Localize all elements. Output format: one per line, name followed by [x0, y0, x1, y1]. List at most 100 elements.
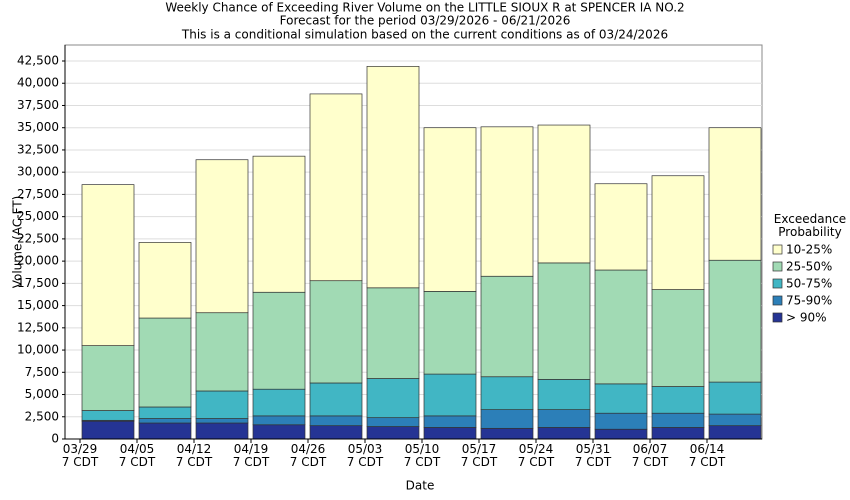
bar-segment	[252, 291, 306, 390]
bar-segment	[81, 410, 135, 421]
bar-segment	[423, 373, 477, 417]
chart-subtitle: Forecast for the period 03/29/2026 - 06/…	[280, 14, 571, 28]
legend-label: 50-75%	[786, 277, 832, 291]
bar-segment	[480, 409, 534, 429]
y-axis-label: Volume (AC-FT)	[11, 196, 25, 289]
bar-segment	[423, 415, 477, 428]
x-tick-label: 04/19 7 CDT	[232, 442, 270, 469]
bar-segment	[708, 259, 762, 383]
bar-segment	[423, 291, 477, 375]
bar-segment	[81, 184, 135, 346]
bar-segment	[81, 420, 135, 440]
bar-segment	[480, 275, 534, 378]
y-tick-label: 0	[51, 432, 59, 446]
bar-segment	[138, 406, 192, 419]
bar-segment	[537, 427, 591, 440]
bar-segment	[366, 287, 420, 379]
legend-swatch	[772, 244, 783, 255]
bar-segment	[81, 345, 135, 411]
bar-segment	[423, 127, 477, 292]
y-tick-label: 2,500	[25, 409, 59, 423]
x-tick-label: 03/29 7 CDT	[61, 442, 99, 469]
chart-title: Weekly Chance of Exceeding River Volume …	[165, 1, 684, 15]
x-tick-label: 04/12 7 CDT	[175, 442, 213, 469]
y-tick-label: 10,000	[17, 343, 59, 357]
y-tick-label: 35,000	[17, 120, 59, 134]
x-tick-label: 05/31 7 CDT	[574, 442, 612, 469]
y-tick-label: 32,500	[17, 142, 59, 156]
bar-segment	[537, 409, 591, 428]
legend-label: 25-50%	[786, 260, 832, 274]
y-tick-label: 40,000	[17, 76, 59, 90]
legend-label: > 90%	[786, 311, 827, 325]
legend-swatch	[772, 261, 783, 272]
bar-segment	[195, 159, 249, 314]
bar-segment	[480, 126, 534, 277]
bar-segment	[252, 388, 306, 417]
bar-segment	[651, 412, 705, 428]
y-tick-label: 15,000	[17, 298, 59, 312]
y-tick-label: 7,500	[25, 365, 59, 379]
legend-title: Exceedance Probability	[773, 212, 847, 239]
bar-segment	[480, 427, 534, 440]
bar-segment	[708, 413, 762, 427]
bar-segment	[309, 280, 363, 384]
bar-segment	[138, 317, 192, 408]
y-tick-label: 25,000	[17, 209, 59, 223]
y-tick-label: 27,500	[17, 187, 59, 201]
bar-segment	[708, 381, 762, 415]
bar-segment	[537, 379, 591, 411]
bar-segment	[138, 242, 192, 319]
bar-segment	[651, 386, 705, 414]
bar-segment	[252, 155, 306, 293]
bar-segment	[594, 269, 648, 385]
bar-segment	[537, 124, 591, 264]
y-tick-label: 20,000	[17, 254, 59, 268]
bar-segment	[594, 183, 648, 271]
bar-segment	[195, 312, 249, 392]
x-tick-label: 04/26 7 CDT	[289, 442, 327, 469]
bar-segment	[252, 424, 306, 440]
bar-segment	[708, 127, 762, 261]
legend-swatch	[772, 295, 783, 306]
legend-swatch	[772, 312, 783, 323]
y-tick-label: 22,500	[17, 231, 59, 245]
bar-segment	[651, 175, 705, 290]
bar-segment	[366, 378, 420, 419]
x-tick-label: 04/05 7 CDT	[118, 442, 156, 469]
bar-segment	[366, 417, 420, 427]
chart-subtitle: This is a conditional simulation based o…	[181, 28, 668, 42]
x-tick-label: 06/14 7 CDT	[688, 442, 726, 469]
y-tick-label: 37,500	[17, 98, 59, 112]
bar-segment	[594, 412, 648, 430]
bar-segment	[252, 415, 306, 426]
bar-segment	[309, 382, 363, 417]
x-tick-label: 06/07 7 CDT	[631, 442, 669, 469]
bar-segment	[195, 418, 249, 424]
bar-segment	[366, 426, 420, 440]
legend-swatch	[772, 278, 783, 289]
x-tick-label: 05/03 7 CDT	[346, 442, 384, 469]
legend-label: 75-90%	[786, 294, 832, 308]
bar-segment	[708, 425, 762, 440]
bar-segment	[423, 427, 477, 440]
bar-segment	[594, 428, 648, 440]
bar-segment	[480, 376, 534, 411]
bar-segment	[195, 422, 249, 440]
x-tick-label: 05/24 7 CDT	[517, 442, 555, 469]
bar-segment	[651, 289, 705, 387]
y-tick-label: 30,000	[17, 165, 59, 179]
legend-label: 10-25%	[786, 243, 832, 257]
y-tick-label: 12,500	[17, 320, 59, 334]
bar-segment	[537, 262, 591, 380]
bar-segment	[366, 65, 420, 289]
y-tick-label: 17,500	[17, 276, 59, 290]
bar-segment	[195, 390, 249, 419]
bar-segment	[309, 93, 363, 282]
bar-segment	[138, 422, 192, 440]
bar-segment	[651, 427, 705, 440]
bar-segment	[594, 383, 648, 414]
y-tick-label: 5,000	[25, 387, 59, 401]
